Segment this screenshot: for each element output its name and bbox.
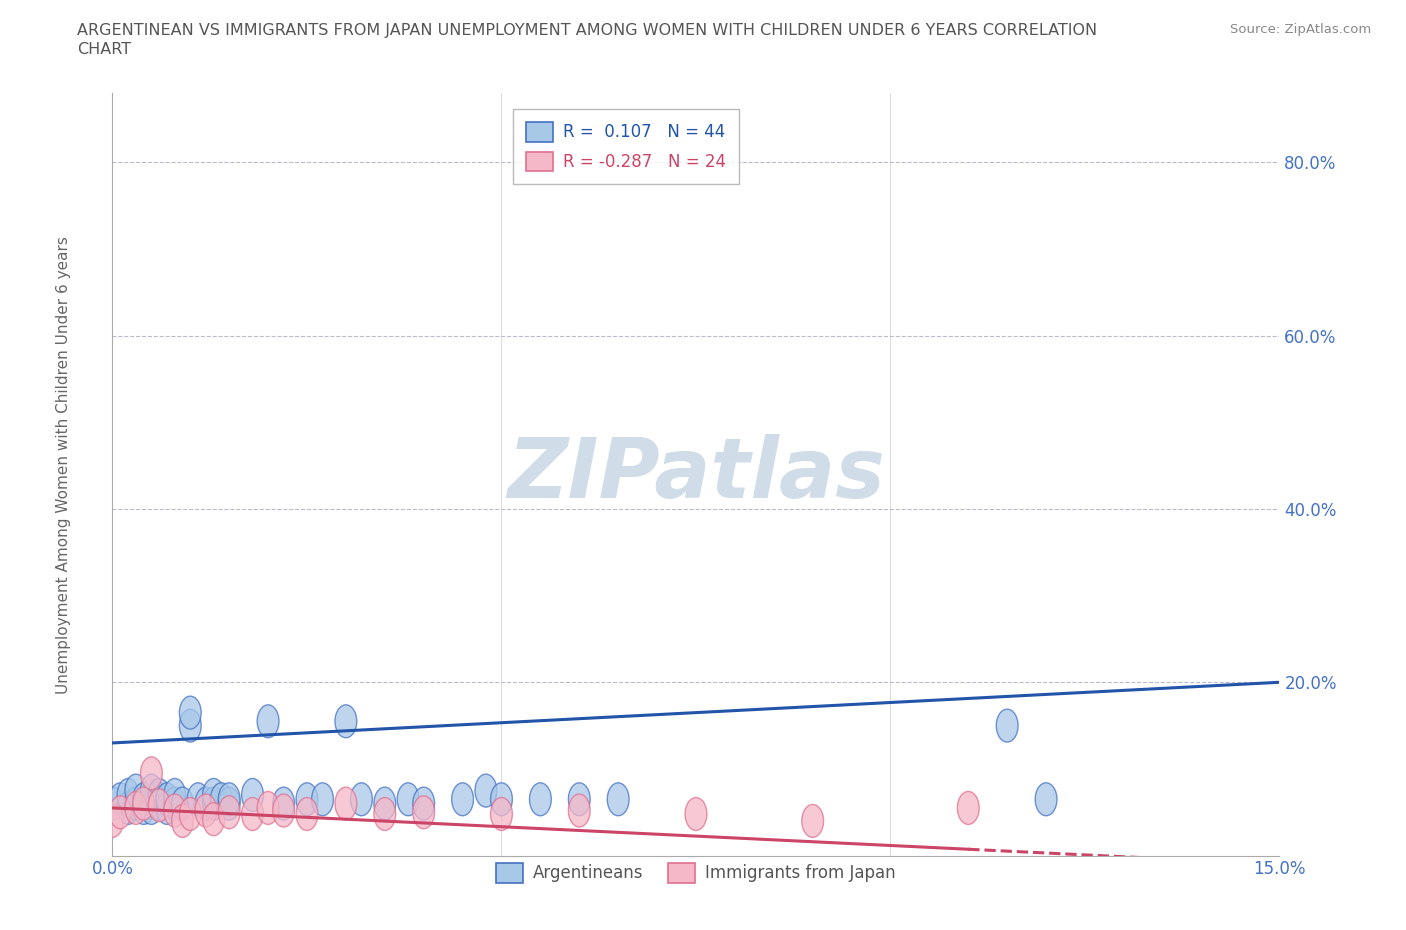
Ellipse shape: [180, 798, 201, 830]
Legend: Argentineans, Immigrants from Japan: Argentineans, Immigrants from Japan: [489, 857, 903, 889]
Ellipse shape: [273, 787, 294, 820]
Ellipse shape: [132, 783, 155, 816]
Ellipse shape: [568, 794, 591, 827]
Ellipse shape: [148, 789, 170, 822]
Ellipse shape: [413, 796, 434, 829]
Ellipse shape: [997, 710, 1018, 742]
Ellipse shape: [211, 783, 232, 816]
Ellipse shape: [165, 778, 186, 811]
Ellipse shape: [187, 783, 209, 816]
Ellipse shape: [148, 778, 170, 811]
Ellipse shape: [374, 787, 395, 820]
Ellipse shape: [101, 787, 124, 820]
Ellipse shape: [801, 804, 824, 837]
Ellipse shape: [125, 791, 146, 824]
Ellipse shape: [350, 783, 373, 816]
Ellipse shape: [202, 787, 225, 820]
Ellipse shape: [156, 783, 177, 816]
Ellipse shape: [257, 705, 278, 737]
Ellipse shape: [202, 803, 225, 836]
Ellipse shape: [165, 787, 186, 820]
Ellipse shape: [202, 778, 225, 811]
Ellipse shape: [218, 783, 240, 816]
Ellipse shape: [242, 778, 263, 811]
Text: Unemployment Among Women with Children Under 6 years: Unemployment Among Women with Children U…: [56, 236, 70, 694]
Ellipse shape: [141, 757, 162, 790]
Ellipse shape: [156, 791, 177, 824]
Ellipse shape: [398, 783, 419, 816]
Ellipse shape: [475, 774, 496, 807]
Ellipse shape: [1035, 783, 1057, 816]
Ellipse shape: [491, 783, 512, 816]
Ellipse shape: [195, 787, 217, 820]
Ellipse shape: [218, 787, 240, 820]
Ellipse shape: [413, 787, 434, 820]
Ellipse shape: [110, 796, 131, 829]
Ellipse shape: [195, 794, 217, 827]
Ellipse shape: [568, 783, 591, 816]
Ellipse shape: [117, 791, 139, 824]
Ellipse shape: [125, 774, 146, 807]
Ellipse shape: [242, 798, 263, 830]
Ellipse shape: [273, 794, 294, 827]
Ellipse shape: [101, 804, 124, 837]
Ellipse shape: [312, 783, 333, 816]
Ellipse shape: [451, 783, 474, 816]
Ellipse shape: [132, 791, 155, 824]
Ellipse shape: [257, 791, 278, 824]
Ellipse shape: [125, 787, 146, 820]
Ellipse shape: [335, 705, 357, 737]
Ellipse shape: [180, 710, 201, 742]
Text: ARGENTINEAN VS IMMIGRANTS FROM JAPAN UNEMPLOYMENT AMONG WOMEN WITH CHILDREN UNDE: ARGENTINEAN VS IMMIGRANTS FROM JAPAN UNE…: [77, 23, 1098, 38]
Ellipse shape: [172, 787, 194, 820]
Ellipse shape: [297, 783, 318, 816]
Ellipse shape: [685, 798, 707, 830]
Ellipse shape: [180, 697, 201, 729]
Ellipse shape: [297, 798, 318, 830]
Ellipse shape: [530, 783, 551, 816]
Ellipse shape: [141, 774, 162, 807]
Ellipse shape: [957, 791, 979, 824]
Ellipse shape: [110, 783, 131, 816]
Ellipse shape: [172, 804, 194, 837]
Ellipse shape: [165, 794, 186, 827]
Text: CHART: CHART: [77, 42, 131, 57]
Ellipse shape: [218, 796, 240, 829]
Ellipse shape: [374, 798, 395, 830]
Ellipse shape: [335, 787, 357, 820]
Ellipse shape: [117, 778, 139, 811]
Text: Source: ZipAtlas.com: Source: ZipAtlas.com: [1230, 23, 1371, 36]
Ellipse shape: [132, 787, 155, 820]
Ellipse shape: [141, 791, 162, 824]
Ellipse shape: [491, 798, 512, 830]
Ellipse shape: [148, 787, 170, 820]
Ellipse shape: [607, 783, 628, 816]
Text: ZIPatlas: ZIPatlas: [508, 433, 884, 515]
